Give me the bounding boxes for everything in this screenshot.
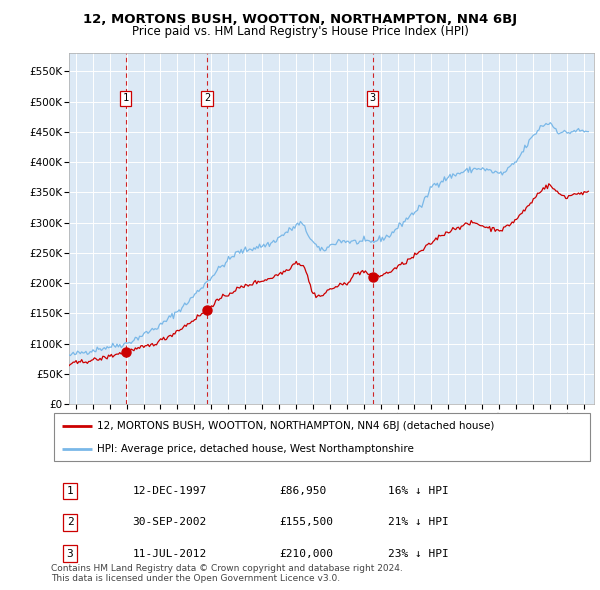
Text: 21% ↓ HPI: 21% ↓ HPI [388,517,448,527]
Text: Contains HM Land Registry data © Crown copyright and database right 2024.
This d: Contains HM Land Registry data © Crown c… [51,563,403,583]
Text: HPI: Average price, detached house, West Northamptonshire: HPI: Average price, detached house, West… [97,444,414,454]
Text: 30-SEP-2002: 30-SEP-2002 [133,517,206,527]
Text: £155,500: £155,500 [279,517,333,527]
Text: 3: 3 [370,93,376,103]
Text: Price paid vs. HM Land Registry's House Price Index (HPI): Price paid vs. HM Land Registry's House … [131,25,469,38]
Text: 16% ↓ HPI: 16% ↓ HPI [388,486,448,496]
Text: 1: 1 [67,486,73,496]
Text: 12-DEC-1997: 12-DEC-1997 [133,486,206,496]
Text: 2: 2 [204,93,210,103]
Text: 1: 1 [122,93,129,103]
Text: 2: 2 [67,517,73,527]
Text: £210,000: £210,000 [279,549,333,559]
FancyBboxPatch shape [54,414,590,461]
Text: 3: 3 [67,549,73,559]
Text: £86,950: £86,950 [279,486,326,496]
Text: 12, MORTONS BUSH, WOOTTON, NORTHAMPTON, NN4 6BJ (detached house): 12, MORTONS BUSH, WOOTTON, NORTHAMPTON, … [97,421,494,431]
Text: 12, MORTONS BUSH, WOOTTON, NORTHAMPTON, NN4 6BJ: 12, MORTONS BUSH, WOOTTON, NORTHAMPTON, … [83,13,517,26]
Text: 23% ↓ HPI: 23% ↓ HPI [388,549,448,559]
Text: 11-JUL-2012: 11-JUL-2012 [133,549,206,559]
